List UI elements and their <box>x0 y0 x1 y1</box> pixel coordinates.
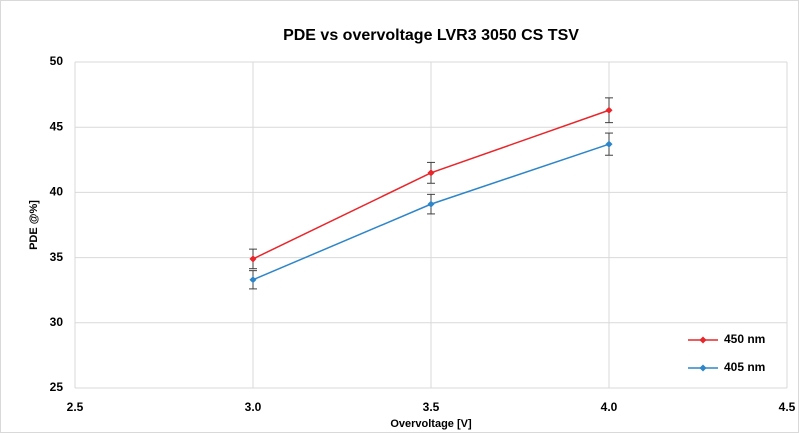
x-tick-label: 2.5 <box>67 400 84 414</box>
point <box>427 200 435 208</box>
x-tick-label: 4.0 <box>601 400 618 414</box>
x-axis-label: Overvoltage [V] <box>390 418 472 430</box>
legend-label: 405 nm <box>724 360 765 374</box>
y-tick-label: 50 <box>50 54 64 68</box>
chart-title: PDE vs overvoltage LVR3 3050 CS TSV <box>283 27 579 44</box>
legend-label: 450 nm <box>724 332 765 346</box>
y-tick-label: 35 <box>50 250 64 264</box>
point <box>249 276 257 284</box>
point <box>605 106 613 114</box>
x-tick-label: 3.5 <box>423 400 440 414</box>
legend-marker <box>699 336 707 344</box>
x-tick-label: 4.5 <box>779 400 796 414</box>
point <box>605 140 613 148</box>
y-tick-label: 30 <box>50 315 64 329</box>
point <box>427 169 435 177</box>
y-tick-label: 45 <box>50 119 64 133</box>
point <box>249 255 257 263</box>
y-tick-label: 25 <box>50 380 64 394</box>
legend-marker <box>699 364 707 372</box>
y-axis-label: PDE @%] <box>28 200 40 250</box>
x-tick-label: 3.0 <box>245 400 262 414</box>
y-tick-label: 40 <box>50 185 64 199</box>
